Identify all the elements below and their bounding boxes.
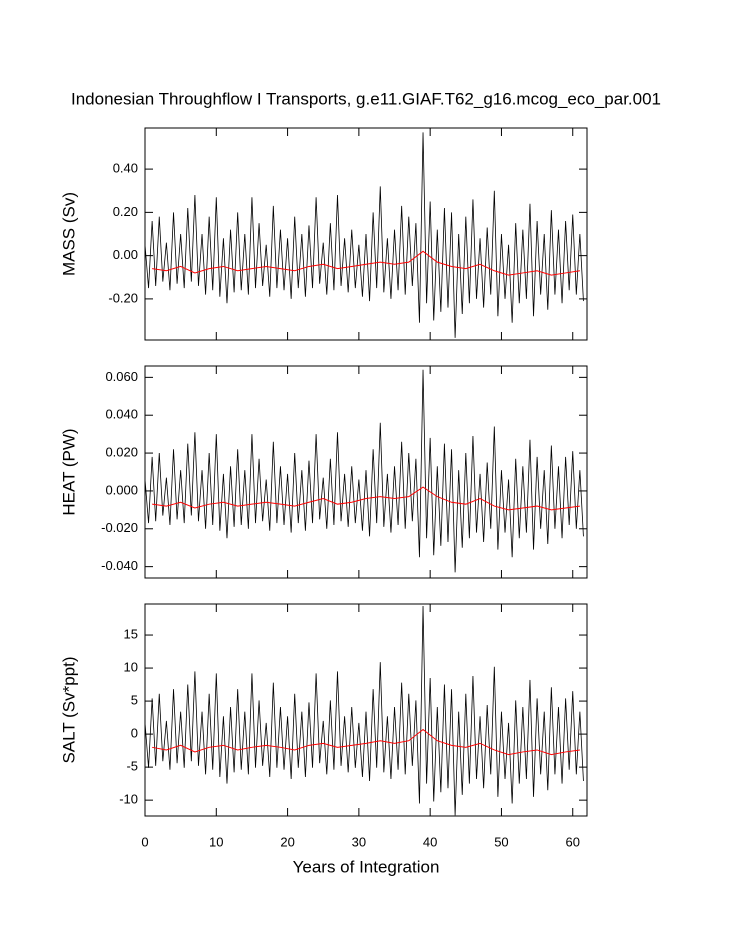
plot-frame [144, 603, 588, 817]
y-axis-label: MASS (Sv) [59, 192, 78, 276]
x-tick-label: 60 [566, 834, 580, 849]
chart-title: Indonesian Throughflow I Transports, g.e… [71, 89, 661, 108]
data-line [144, 369, 584, 573]
y-tick-label: 0 [131, 726, 138, 741]
y-tick-label: -0.20 [108, 290, 138, 305]
data-line [152, 250, 580, 276]
y-tick-label: -10 [119, 792, 138, 807]
x-axis-label: Years of Integration [293, 857, 440, 876]
x-tick-label: 40 [423, 834, 437, 849]
x-tick-label: 10 [209, 834, 223, 849]
plot-frame [144, 365, 588, 579]
y-tick-label: 0.000 [105, 482, 138, 497]
x-tick-label: 20 [280, 834, 294, 849]
y-tick-label: 0.40 [113, 161, 138, 176]
y-tick-label: 15 [124, 626, 138, 641]
x-tick-label: 0 [141, 834, 148, 849]
data-line [152, 486, 580, 511]
x-tick-label: 30 [352, 834, 366, 849]
y-tick-label: 0.20 [113, 204, 138, 219]
y-tick-label: 0.040 [105, 407, 138, 422]
data-line [144, 605, 584, 816]
data-line [152, 728, 580, 756]
data-line [144, 132, 584, 338]
y-tick-label: -0.020 [101, 520, 138, 535]
x-tick-label: 50 [494, 834, 508, 849]
y-tick-label: 0.060 [105, 369, 138, 384]
plot-frame [144, 127, 588, 341]
y-tick-label: -0.040 [101, 558, 138, 573]
y-tick-label: 5 [131, 693, 138, 708]
y-axis-label: SALT (Sv*ppt) [59, 656, 78, 763]
y-tick-label: -5 [126, 759, 138, 774]
y-axis-label: HEAT (PW) [59, 428, 78, 515]
y-tick-label: 0.00 [113, 247, 138, 262]
y-tick-label: 10 [124, 659, 138, 674]
y-tick-label: 0.020 [105, 445, 138, 460]
